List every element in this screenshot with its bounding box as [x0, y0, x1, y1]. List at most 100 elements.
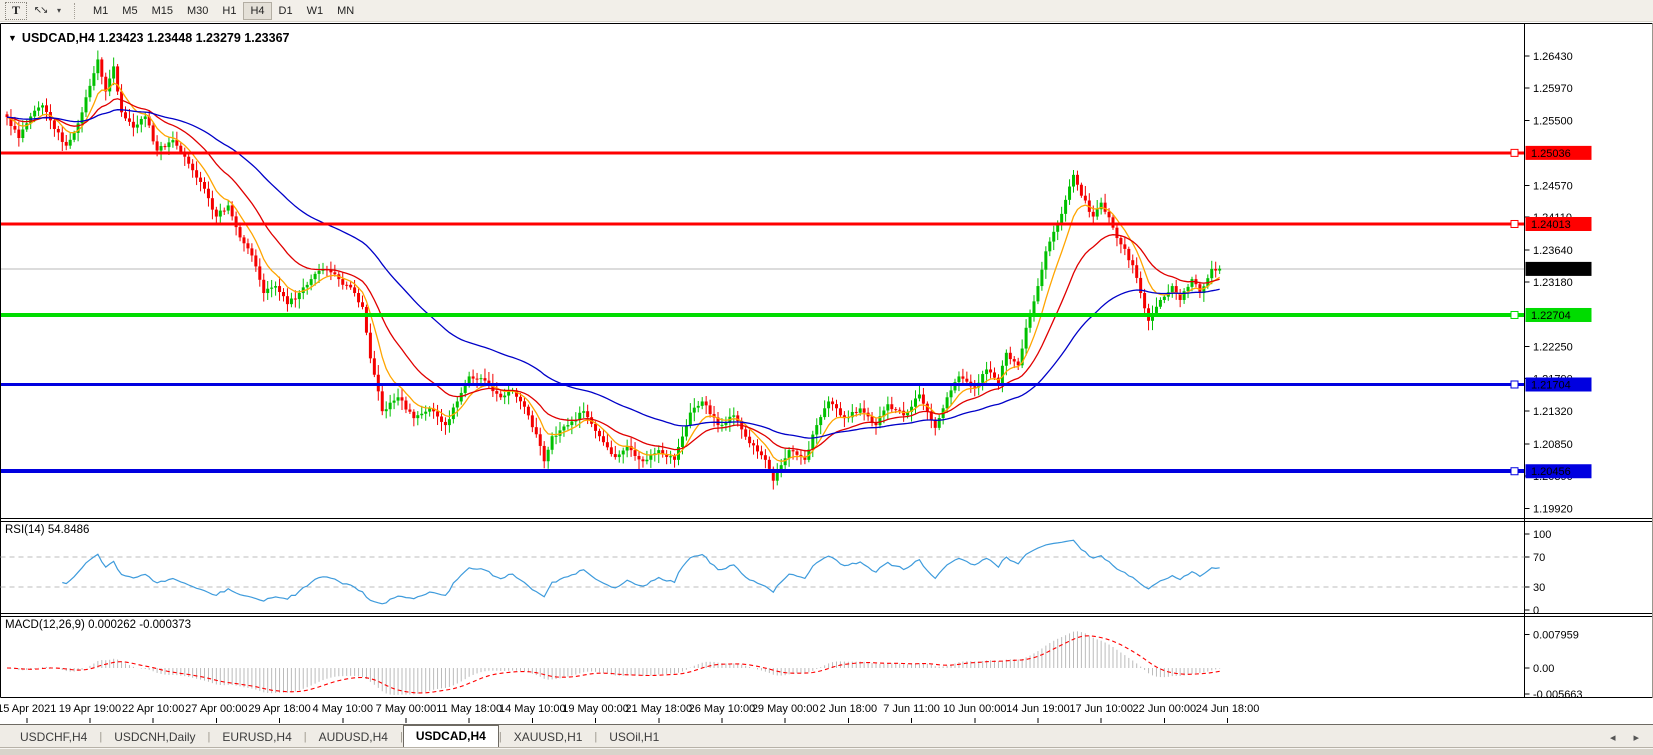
svg-text:1.21320: 1.21320: [1533, 406, 1573, 418]
tab-eurusd-h4[interactable]: EURUSD,H4: [222, 730, 292, 744]
svg-text:0.00: 0.00: [1533, 663, 1554, 675]
toolbar: T ↖↘ ▾ M1 M5 M15 M30 H1 H4 D1 W1 MN: [0, 0, 1653, 22]
toolbar-separator: [74, 2, 80, 19]
x-axis-label: 10 Jun 00:00: [943, 703, 1007, 715]
tab-usdchf-h4[interactable]: USDCHF,H4: [20, 730, 88, 744]
svg-text:-0.005663: -0.005663: [1533, 689, 1583, 701]
chart-tabs: USDCHF,H4 | USDCNH,Daily | EURUSD,H4 | AUDUSD,…: [0, 725, 671, 747]
level-price-label: [1525, 464, 1592, 479]
svg-text:1.19920: 1.19920: [1533, 504, 1573, 516]
svg-text:0: 0: [1533, 605, 1539, 617]
timeframe-button-m30[interactable]: M30: [180, 2, 215, 20]
macd-histogram: [10, 631, 1221, 695]
svg-text:1.25970: 1.25970: [1533, 83, 1573, 95]
level-handle[interactable]: [1510, 467, 1519, 476]
x-axis-label: 14 Jun 19:00: [1006, 703, 1070, 715]
svg-text:1.24013: 1.24013: [1531, 219, 1571, 231]
x-axis-label: 21 May 18:00: [625, 703, 692, 715]
x-axis-label: 19 Apr 19:00: [59, 703, 121, 715]
timeframe-button-m15[interactable]: M15: [145, 2, 180, 20]
x-axis-label: 2 Jun 18:00: [820, 703, 878, 715]
arrows-icon: ↖↘: [33, 5, 49, 16]
timeframe-button-m5[interactable]: M5: [115, 2, 144, 20]
x-axis-label: 24 Jun 18:00: [1196, 703, 1260, 715]
svg-text:30: 30: [1533, 582, 1545, 594]
svg-text:1.21704: 1.21704: [1531, 379, 1571, 391]
level-handle[interactable]: [1510, 219, 1519, 228]
status-strip: [0, 748, 1653, 755]
level-price-label: [1525, 216, 1592, 231]
window-splitter[interactable]: [0, 724, 1653, 727]
tab-usdcad-h4[interactable]: USDCAD,H4: [402, 725, 499, 747]
timeframe-button-w1[interactable]: W1: [300, 2, 331, 20]
tab-separator: |: [594, 731, 598, 743]
svg-text:100: 100: [1533, 529, 1551, 541]
tab-separator: |: [498, 731, 502, 743]
text-tool-button[interactable]: T: [5, 1, 27, 20]
chart-tabs-bar: USDCHF,H4 | USDCNH,Daily | EURUSD,H4 | AUDUSD,…: [0, 725, 1653, 748]
level-price-label: [1525, 145, 1592, 160]
level-handle[interactable]: [1510, 310, 1519, 319]
level-handle[interactable]: [1510, 380, 1519, 389]
chart-area: 1.264301.259701.255001.245701.241101.236…: [0, 22, 1653, 724]
tab-usoil-h1[interactable]: USOil,H1: [609, 730, 660, 744]
cursor-arrows-tool-button[interactable]: ↖↘: [29, 2, 51, 20]
x-axis-label: 29 May 00:00: [752, 703, 819, 715]
level-price-label: [1525, 261, 1592, 276]
svg-text:1.23367: 1.23367: [1531, 264, 1571, 276]
svg-text:1.23640: 1.23640: [1533, 245, 1573, 257]
timeframe-button-mn[interactable]: MN: [330, 2, 361, 20]
tool-dropdown-button[interactable]: ▾: [53, 2, 65, 20]
tab-xauusd-h1[interactable]: XAUUSD,H1: [513, 730, 583, 744]
timeframe-button-h1[interactable]: H1: [215, 2, 243, 20]
level-handle[interactable]: [1510, 148, 1519, 157]
x-axis-label: 22 Apr 10:00: [122, 703, 184, 715]
x-axis-label: 27 Apr 00:00: [185, 703, 247, 715]
tab-usdcnh-daily[interactable]: USDCNH,Daily: [114, 730, 196, 744]
svg-text:1.25036: 1.25036: [1531, 148, 1571, 160]
tab-separator: |: [99, 731, 103, 743]
ma-line-medium[interactable]: [6, 98, 1220, 452]
tab-audusd-h4[interactable]: AUDUSD,H4: [318, 730, 388, 744]
svg-text:1.20850: 1.20850: [1533, 439, 1573, 451]
x-axis-label: 4 May 10:00: [312, 703, 373, 715]
timeframe-button-m1[interactable]: M1: [86, 2, 115, 20]
x-axis-label: 11 May 18:00: [436, 703, 502, 715]
tabs-scroll-right-icon[interactable]: ▸: [1633, 732, 1639, 744]
svg-text:1.22250: 1.22250: [1533, 342, 1573, 354]
ma-line-slow[interactable]: [6, 109, 1220, 439]
x-axis-label: 7 May 00:00: [376, 703, 437, 715]
svg-text:1.25500: 1.25500: [1533, 116, 1573, 128]
x-axis-label: 7 Jun 11:00: [883, 703, 940, 715]
level-price-label: [1525, 307, 1592, 322]
chart-canvas[interactable]: 1.264301.259701.255001.245701.241101.236…: [0, 22, 1653, 724]
svg-text:1.20456: 1.20456: [1531, 466, 1571, 478]
svg-text:1.24570: 1.24570: [1533, 180, 1573, 192]
candles: [5, 50, 1222, 490]
svg-text:1.23180: 1.23180: [1533, 277, 1573, 289]
timeframe-button-d1[interactable]: D1: [272, 2, 300, 20]
chart-dropdown-icon[interactable]: ▼: [8, 33, 17, 43]
x-axis-label: 15 Apr 2021: [0, 703, 56, 715]
tab-separator: |: [303, 731, 307, 743]
svg-text:0.007959: 0.007959: [1533, 629, 1579, 641]
tabs-scroll-left-icon[interactable]: ◂: [1609, 732, 1616, 744]
tab-separator: |: [399, 731, 403, 743]
x-axis-label: 29 Apr 18:00: [248, 703, 310, 715]
x-axis-label: 14 May 10:00: [499, 703, 566, 715]
rsi-line: [62, 539, 1220, 605]
tab-separator: |: [207, 731, 211, 743]
timeframe-group: M1 M5 M15 M30 H1 H4 D1 W1 MN: [86, 1, 361, 20]
macd-signal-line: [6, 635, 1220, 694]
chevron-down-icon: ▾: [57, 6, 62, 15]
x-axis-label: 17 Jun 10:00: [1069, 703, 1133, 715]
svg-text:70: 70: [1533, 552, 1545, 564]
x-axis-label: 26 May 10:00: [689, 703, 756, 715]
svg-text:1.22704: 1.22704: [1531, 310, 1571, 322]
svg-text:1.26430: 1.26430: [1533, 51, 1573, 63]
ma-line-fast[interactable]: [6, 82, 1220, 462]
x-axis-label: 22 Jun 00:00: [1133, 703, 1197, 715]
timeframe-button-h4[interactable]: H4: [243, 1, 272, 20]
tab-scroll-controls: ◂ ▸: [1610, 731, 1653, 747]
